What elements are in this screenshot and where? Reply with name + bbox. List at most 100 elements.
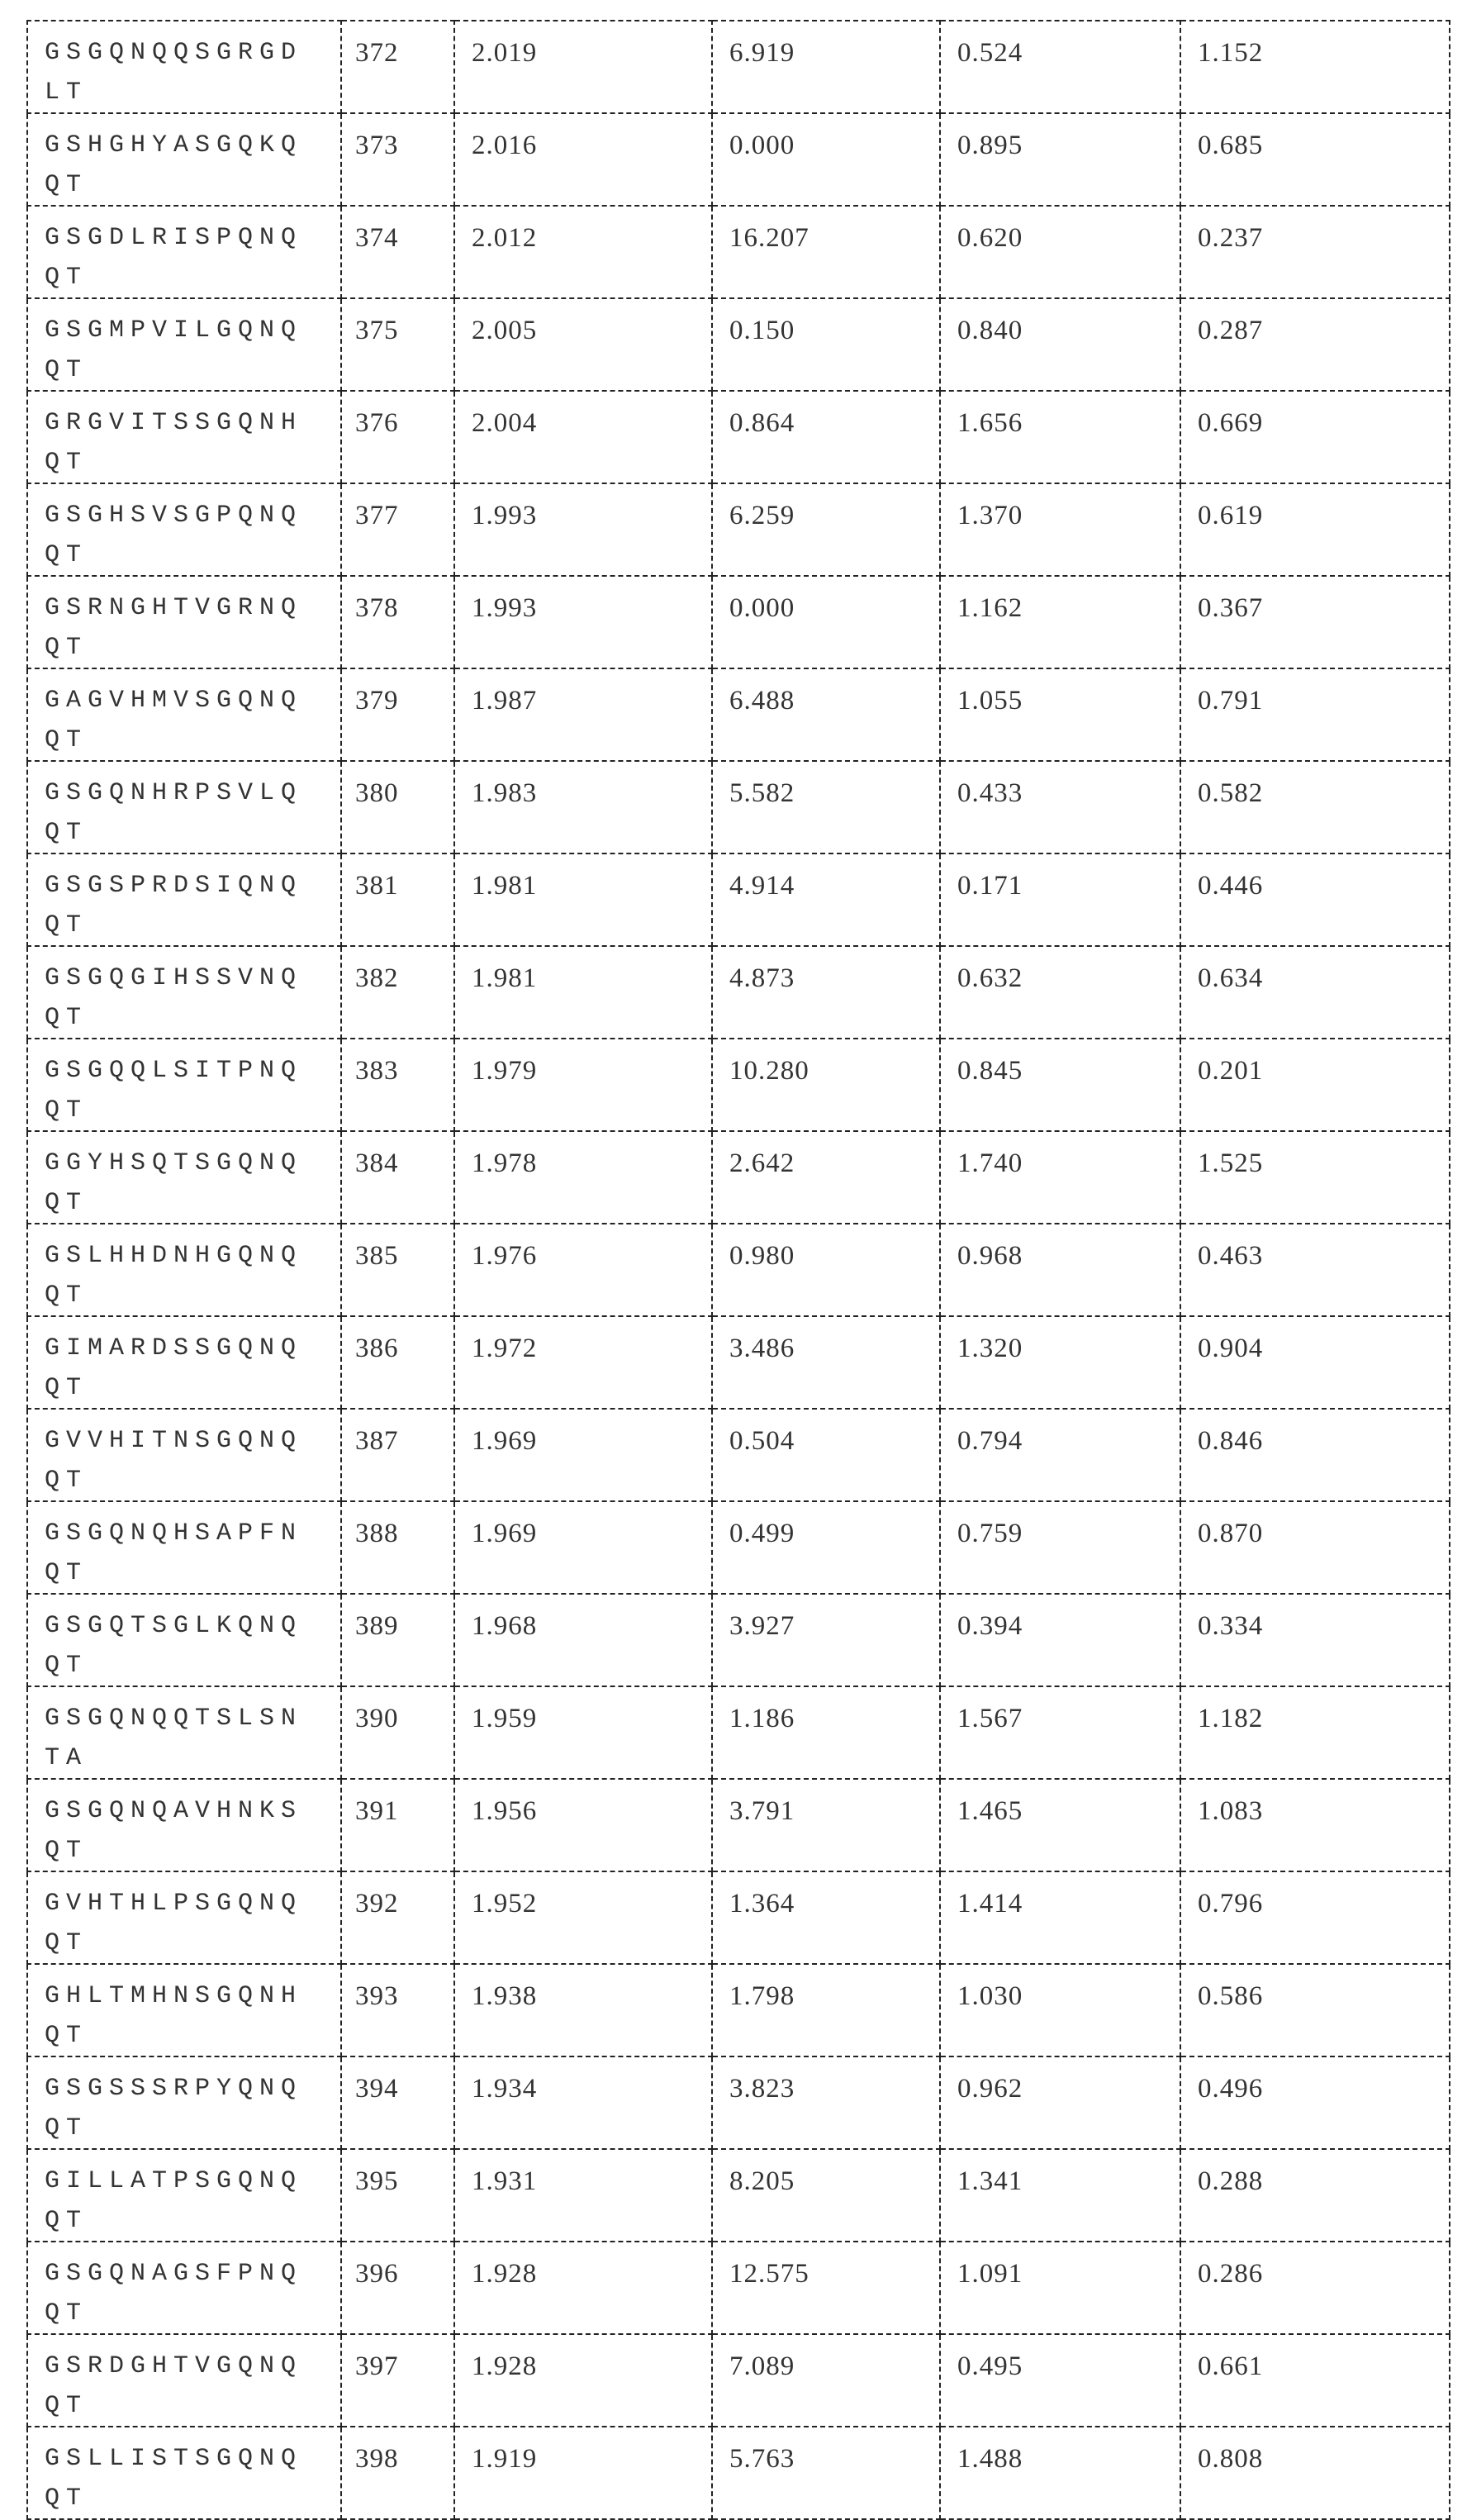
value-2-cell: 6.919	[712, 21, 940, 113]
value-1-cell: 2.016	[454, 113, 712, 206]
id-cell: 398	[341, 2427, 454, 2519]
value-1-cell: 2.012	[454, 206, 712, 298]
value-1-cell: 2.005	[454, 298, 712, 391]
id-cell: 397	[341, 2334, 454, 2427]
sequence-cell: GSRDGHTVGQNQQT	[27, 2334, 341, 2427]
id-cell: 395	[341, 2149, 454, 2242]
value-3-cell: 0.394	[940, 1594, 1180, 1686]
sequence-cell: GSGQNHRPSVLQQT	[27, 761, 341, 853]
value-3-cell: 1.370	[940, 483, 1180, 576]
id-cell: 388	[341, 1501, 454, 1594]
sequence-cell: GSGDLRISPQNQQT	[27, 206, 341, 298]
table-row: GAGVHMVSGQNQQT3791.9876.4881.0550.791	[27, 668, 1450, 761]
value-4-cell: 1.182	[1180, 1686, 1450, 1779]
value-4-cell: 0.904	[1180, 1316, 1450, 1409]
value-2-cell: 1.798	[712, 1964, 940, 2056]
id-cell: 393	[341, 1964, 454, 2056]
value-1-cell: 1.956	[454, 1779, 712, 1871]
table-row: GSGQTSGLKQNQQT3891.9683.9270.3940.334	[27, 1594, 1450, 1686]
value-1-cell: 1.978	[454, 1131, 712, 1224]
table-row: GSGDLRISPQNQQT3742.01216.2070.6200.237	[27, 206, 1450, 298]
value-2-cell: 0.864	[712, 391, 940, 483]
id-cell: 378	[341, 576, 454, 668]
id-cell: 373	[341, 113, 454, 206]
value-2-cell: 12.575	[712, 2242, 940, 2334]
value-3-cell: 1.030	[940, 1964, 1180, 2056]
value-1-cell: 1.969	[454, 1501, 712, 1594]
value-3-cell: 0.632	[940, 946, 1180, 1039]
value-2-cell: 0.504	[712, 1409, 940, 1501]
sequence-cell: GSGHSVSGPQNQQT	[27, 483, 341, 576]
id-cell: 389	[341, 1594, 454, 1686]
value-2-cell: 16.207	[712, 206, 940, 298]
id-cell: 384	[341, 1131, 454, 1224]
value-2-cell: 0.000	[712, 113, 940, 206]
value-1-cell: 1.993	[454, 576, 712, 668]
value-3-cell: 0.895	[940, 113, 1180, 206]
value-1-cell: 1.969	[454, 1409, 712, 1501]
value-4-cell: 0.237	[1180, 206, 1450, 298]
value-1-cell: 1.981	[454, 946, 712, 1039]
value-1-cell: 1.931	[454, 2149, 712, 2242]
id-cell: 386	[341, 1316, 454, 1409]
id-cell: 375	[341, 298, 454, 391]
table-row: GVVHITNSGQNQQT3871.9690.5040.7940.846	[27, 1409, 1450, 1501]
value-4-cell: 0.634	[1180, 946, 1450, 1039]
value-3-cell: 0.495	[940, 2334, 1180, 2427]
value-4-cell: 0.586	[1180, 1964, 1450, 2056]
value-4-cell: 0.870	[1180, 1501, 1450, 1594]
value-3-cell: 1.162	[940, 576, 1180, 668]
value-3-cell: 1.320	[940, 1316, 1180, 1409]
value-2-cell: 10.280	[712, 1039, 940, 1131]
value-4-cell: 0.582	[1180, 761, 1450, 853]
sequence-cell: GSGSPRDSIQNQQT	[27, 853, 341, 946]
value-1-cell: 1.983	[454, 761, 712, 853]
value-3-cell: 0.794	[940, 1409, 1180, 1501]
value-1-cell: 2.004	[454, 391, 712, 483]
id-cell: 394	[341, 2056, 454, 2149]
id-cell: 385	[341, 1224, 454, 1316]
table-row: GSGQNQQTSLSNTA3901.9591.1861.5671.182	[27, 1686, 1450, 1779]
value-3-cell: 0.524	[940, 21, 1180, 113]
id-cell: 372	[341, 21, 454, 113]
sequence-cell: GSLLISTSGQNQQT	[27, 2427, 341, 2519]
value-3-cell: 1.341	[940, 2149, 1180, 2242]
sequence-cell: GIMARDSSGQNQQT	[27, 1316, 341, 1409]
value-4-cell: 0.201	[1180, 1039, 1450, 1131]
value-2-cell: 4.873	[712, 946, 940, 1039]
value-2-cell: 4.914	[712, 853, 940, 946]
sequence-cell: GHLTMHNSGQNHQT	[27, 1964, 341, 2056]
table-row: GRGVITSSGQNHQT3762.0040.8641.6560.669	[27, 391, 1450, 483]
value-1-cell: 1.968	[454, 1594, 712, 1686]
data-table: GSGQNQQSGRGDLT3722.0196.9190.5241.152GSH…	[26, 20, 1450, 2520]
table-row: GILLATPSGQNQQT3951.9318.2051.3410.288	[27, 2149, 1450, 2242]
value-4-cell: 1.083	[1180, 1779, 1450, 1871]
value-2-cell: 7.089	[712, 2334, 940, 2427]
table-row: GSRDGHTVGQNQQT3971.9287.0890.4950.661	[27, 2334, 1450, 2427]
id-cell: 387	[341, 1409, 454, 1501]
value-2-cell: 2.642	[712, 1131, 940, 1224]
value-1-cell: 1.972	[454, 1316, 712, 1409]
value-1-cell: 1.976	[454, 1224, 712, 1316]
value-2-cell: 3.823	[712, 2056, 940, 2149]
value-4-cell: 0.808	[1180, 2427, 1450, 2519]
value-3-cell: 0.840	[940, 298, 1180, 391]
sequence-cell: GSGSSSRPYQNQQT	[27, 2056, 341, 2149]
value-3-cell: 1.656	[940, 391, 1180, 483]
sequence-cell: GSGQNQQSGRGDLT	[27, 21, 341, 113]
value-1-cell: 1.952	[454, 1871, 712, 1964]
id-cell: 380	[341, 761, 454, 853]
sequence-cell: GSGQNQHSAPFNQT	[27, 1501, 341, 1594]
id-cell: 379	[341, 668, 454, 761]
value-4-cell: 0.846	[1180, 1409, 1450, 1501]
value-2-cell: 3.486	[712, 1316, 940, 1409]
value-4-cell: 0.685	[1180, 113, 1450, 206]
id-cell: 390	[341, 1686, 454, 1779]
value-1-cell: 1.981	[454, 853, 712, 946]
table-row: GSHGHYASGQKQQT3732.0160.0000.8950.685	[27, 113, 1450, 206]
sequence-cell: GVHTHLPSGQNQQT	[27, 1871, 341, 1964]
sequence-cell: GSGQNAGSFPNQQT	[27, 2242, 341, 2334]
table-row: GSGQGIHSSVNQQT3821.9814.8730.6320.634	[27, 946, 1450, 1039]
sequence-cell: GRGVITSSGQNHQT	[27, 391, 341, 483]
value-4-cell: 0.791	[1180, 668, 1450, 761]
